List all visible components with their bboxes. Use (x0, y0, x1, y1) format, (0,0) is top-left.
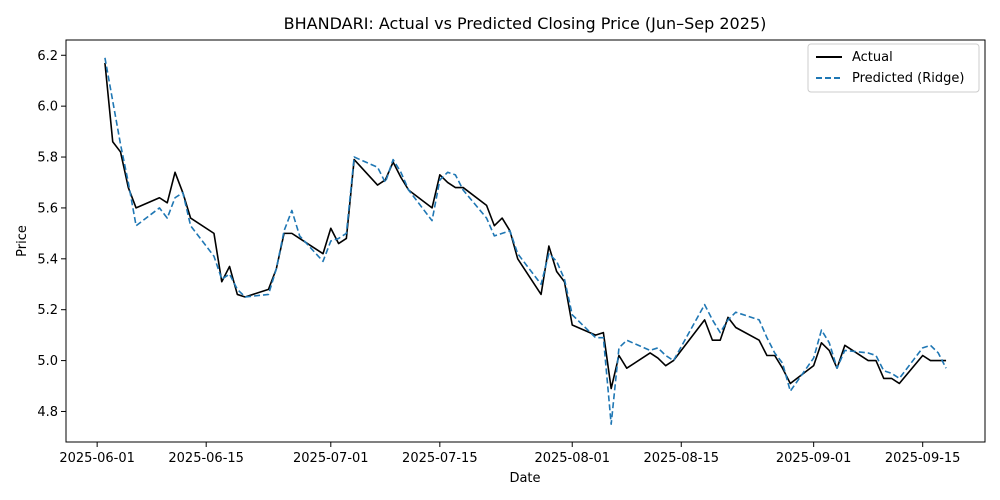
chart-title: BHANDARI: Actual vs Predicted Closing Pr… (284, 14, 767, 33)
series-line-predicted (104, 57, 947, 425)
y-axis-label: Price (15, 225, 30, 257)
x-tick-label: 2025-08-01 (534, 451, 610, 466)
series-line-actual (104, 62, 947, 390)
y-tick-label: 6.2 (37, 49, 58, 64)
y-tick-label: 6.0 (37, 100, 58, 115)
x-axis-label: Date (509, 471, 540, 486)
x-tick-label: 2025-07-01 (293, 451, 369, 466)
y-tick-label: 5.4 (37, 252, 58, 267)
x-tick-label: 2025-08-15 (643, 451, 719, 466)
plot-frame (65, 39, 986, 443)
y-tick-label: 5.6 (37, 201, 58, 216)
y-tick-label: 5.2 (37, 303, 58, 318)
x-tick-label: 2025-09-15 (885, 451, 961, 466)
y-axis: 4.8 5.0 5.2 5.4 5.6 5.8 6.0 6.2 (37, 49, 66, 420)
legend-label-predicted: Predicted (Ridge) (852, 71, 964, 86)
x-tick-label: 2025-07-15 (402, 451, 478, 466)
y-tick-label: 4.8 (37, 405, 58, 420)
y-tick-label: 5.8 (37, 151, 58, 166)
x-tick-label: 2025-09-01 (776, 451, 852, 466)
legend-label-actual: Actual (852, 50, 893, 65)
x-tick-label: 2025-06-01 (59, 451, 135, 466)
x-tick-label: 2025-06-15 (168, 451, 244, 466)
y-tick-label: 5.0 (37, 354, 58, 369)
legend: Actual Predicted (Ridge) (807, 43, 980, 93)
legend-box (807, 43, 980, 93)
x-axis: 2025-06-01 2025-06-15 2025-07-01 2025-07-15… (59, 442, 960, 466)
plot-series (104, 57, 947, 425)
